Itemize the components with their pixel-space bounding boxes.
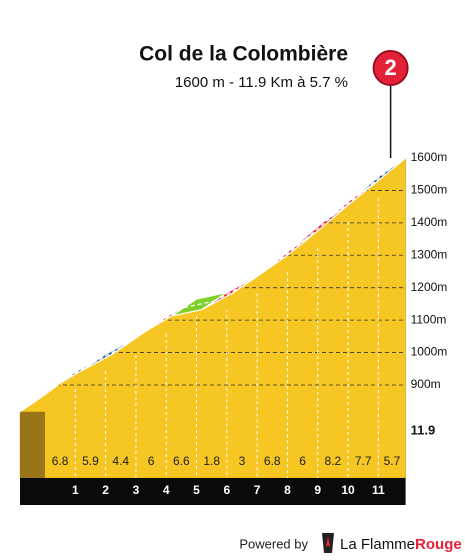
- plot: 2 900m 1000m 1100m 1200m 1300m 1400m 1500m 1600m…: [19, 50, 448, 505]
- base: [20, 478, 406, 505]
- y-tick-label: 1400m: [411, 215, 448, 229]
- footer-brand: La FlammeRouge: [340, 536, 462, 553]
- brand-accent: Rouge: [415, 536, 462, 553]
- gradient-label: 6.6: [173, 454, 190, 468]
- y-tick-label: 900m: [411, 377, 441, 391]
- badge-circle: [372, 50, 409, 86]
- gradient-label: 5.7: [384, 454, 401, 468]
- gradient-label: 3: [239, 454, 246, 468]
- chart-title: Col de la Colombière: [139, 43, 348, 66]
- x-tick-label: 8: [284, 483, 291, 497]
- chart-subtitle: 1600 m - 11.9 Km à 5.7 %: [175, 74, 348, 91]
- x-tick-label: 4: [163, 483, 170, 497]
- y-tick-label: 1300m: [411, 247, 448, 261]
- badge-number: 2: [384, 55, 396, 80]
- brand-main: La Flamme: [340, 536, 415, 553]
- gradient-label: 5.9: [82, 454, 99, 468]
- gradient-label: 4.4: [112, 454, 129, 468]
- segment-centerline: [183, 300, 215, 309]
- gradient-label: 6.8: [264, 454, 281, 468]
- footer-powered: Powered by: [239, 536, 308, 551]
- x-tick-label: 9: [314, 483, 321, 497]
- x-tick-label: 5: [193, 483, 200, 497]
- y-tick-label: 1100m: [411, 312, 447, 326]
- y-tick-label: 1600m: [411, 150, 448, 164]
- y-tick-label: 1000m: [411, 345, 448, 359]
- x-tick-label: 1: [72, 483, 79, 497]
- gradient-label: 6.8: [52, 454, 69, 468]
- gradient-label: 6: [148, 454, 155, 468]
- x-tick-label: 10: [341, 483, 355, 497]
- y-tick-label: 1500m: [411, 183, 448, 197]
- gradient-label: 7.7: [355, 454, 372, 468]
- x-tick-label: 7: [254, 483, 261, 497]
- x-tick-label: 3: [133, 483, 140, 497]
- x-tick-label: 6: [223, 483, 230, 497]
- logo-flame: [326, 536, 330, 546]
- x-tick-label: 2: [102, 483, 109, 497]
- profile-side: [20, 411, 45, 478]
- segment-centerline: [365, 166, 394, 190]
- x-tick-label: 11: [372, 483, 385, 497]
- y-tick-label: 1200m: [411, 280, 448, 294]
- gradient-label: 1.8: [203, 454, 220, 468]
- x-tick-label: 11.9: [411, 422, 436, 437]
- gradient-label: 8.2: [325, 454, 342, 468]
- gradient-label: 6: [299, 454, 306, 468]
